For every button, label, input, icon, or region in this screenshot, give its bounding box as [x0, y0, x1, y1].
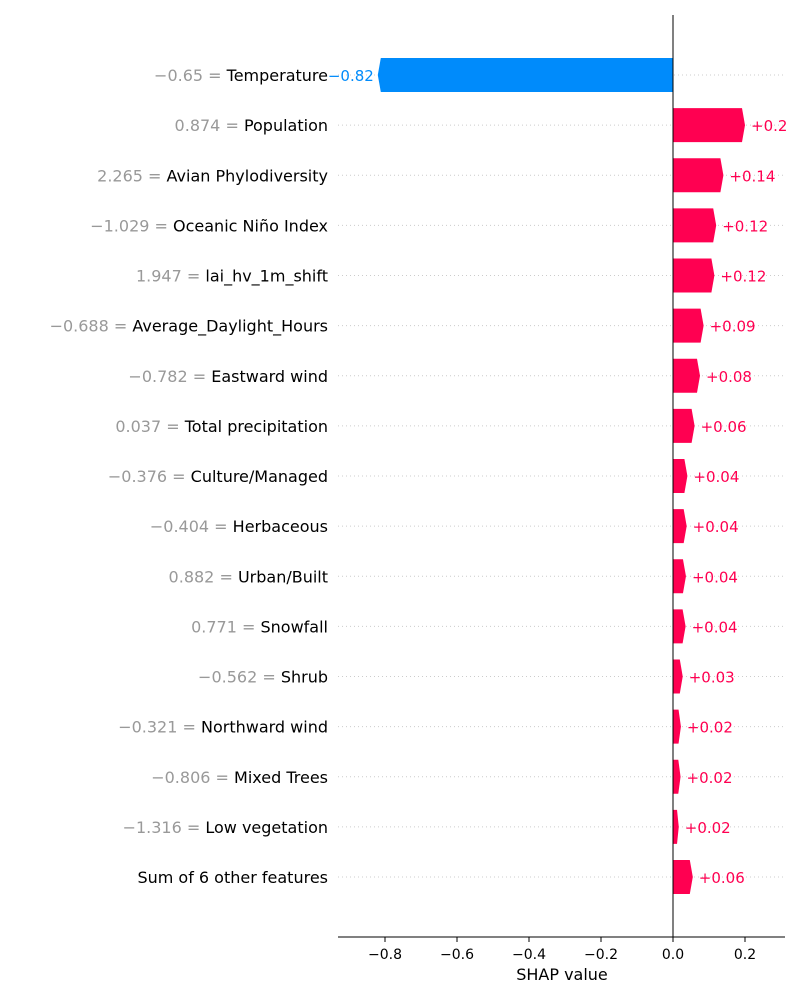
- feature-label: −0.376 = Culture/Managed: [108, 467, 328, 486]
- bar: [377, 58, 673, 92]
- bar-value-label: +0.12: [720, 268, 766, 286]
- bar: [673, 208, 717, 243]
- bar: [673, 108, 745, 143]
- x-axis-title: SHAP value: [516, 965, 608, 984]
- feature-value: −0.562 =: [198, 668, 281, 687]
- bar: [673, 609, 686, 644]
- feature-label: −0.562 = Shrub: [198, 668, 328, 687]
- feature-value: 0.874 =: [175, 116, 244, 135]
- feature-value: −1.029 =: [90, 216, 173, 235]
- feature-name: Urban/Built: [238, 567, 328, 586]
- feature-label: −1.316 = Low vegetation: [123, 818, 328, 837]
- feature-name: Temperature: [226, 66, 328, 85]
- feature-label: 2.265 = Avian Phylodiversity: [97, 166, 328, 185]
- bar-value-label: +0.12: [722, 217, 768, 235]
- feature-name: Eastward wind: [211, 367, 328, 386]
- feature-name: lai_hv_1m_shift: [205, 267, 328, 287]
- bar: [673, 308, 704, 343]
- feature-name: Northward wind: [201, 718, 328, 737]
- bar-value-label: +0.04: [692, 618, 738, 636]
- bar-value-label: +0.04: [693, 468, 739, 486]
- x-tick-label: −0.4: [512, 947, 546, 963]
- feature-value: 0.882 =: [169, 567, 238, 586]
- feature-value: 1.947 =: [136, 267, 205, 286]
- feature-value: −0.376 =: [108, 467, 191, 486]
- bar: [673, 709, 681, 744]
- x-tick-label: 0.0: [662, 947, 684, 963]
- feature-name: Culture/Managed: [191, 467, 328, 486]
- bar: [673, 809, 679, 844]
- feature-label: Sum of 6 other features: [137, 868, 328, 887]
- bars: [377, 58, 745, 894]
- feature-name: Low vegetation: [205, 818, 328, 837]
- feature-name: Sum of 6 other features: [137, 868, 328, 887]
- feature-value: −1.316 =: [123, 818, 206, 837]
- feature-label: 1.947 = lai_hv_1m_shift: [136, 267, 328, 287]
- bar: [673, 258, 715, 293]
- feature-label: −0.321 = Northward wind: [118, 718, 328, 737]
- feature-label: −0.65 = Temperature: [154, 66, 328, 85]
- feature-label: −1.029 = Oceanic Niño Index: [90, 216, 328, 235]
- feature-value: −0.688 =: [50, 317, 133, 336]
- bar: [673, 459, 688, 493]
- feature-value: −0.65 =: [154, 66, 227, 85]
- feature-name: Oceanic Niño Index: [173, 216, 328, 235]
- feature-labels: −0.65 = Temperature 0.874 = Population 2.2…: [50, 66, 328, 887]
- bar-value-label: +0.02: [687, 719, 733, 737]
- feature-name: Average_Daylight_Hours: [132, 317, 328, 337]
- feature-label: −0.404 = Herbaceous: [150, 517, 328, 536]
- x-tick-label: 0.2: [734, 947, 756, 963]
- feature-value: 0.771 =: [191, 617, 260, 636]
- bar: [673, 158, 724, 193]
- bar-value-label: +0.02: [685, 819, 731, 837]
- bar-value-labels: −0.82 +0.2 +0.14 +0.12 +0.12 +0.09 +0.08 +0.06 +…: [328, 67, 788, 887]
- feature-name: Total precipitation: [184, 417, 328, 436]
- bar-value-label: +0.02: [687, 769, 733, 787]
- feature-label: −0.688 = Average_Daylight_Hours: [50, 317, 328, 337]
- feature-label: 0.771 = Snowfall: [191, 617, 328, 636]
- bar-value-label: +0.04: [693, 518, 739, 536]
- feature-name: Population: [244, 116, 328, 135]
- bar-value-label: +0.04: [692, 568, 738, 586]
- x-tick-label: −0.6: [440, 947, 474, 963]
- feature-value: 0.037 =: [115, 417, 184, 436]
- bar: [673, 559, 686, 594]
- feature-label: 0.882 = Urban/Built: [169, 567, 328, 586]
- bar: [673, 509, 687, 544]
- bar-value-label: +0.06: [701, 418, 747, 436]
- feature-name: Mixed Trees: [234, 768, 328, 787]
- bar-value-label: +0.06: [699, 869, 745, 887]
- feature-name: Herbaceous: [233, 517, 328, 536]
- x-axis: −0.8 −0.6 −0.4 −0.2 0.0 0.2: [338, 936, 785, 963]
- feature-value: −0.806 =: [151, 768, 234, 787]
- bar-value-label: +0.08: [706, 368, 752, 386]
- feature-value: 2.265 =: [97, 166, 166, 185]
- x-tick-label: −0.8: [368, 947, 402, 963]
- bar-value-label: +0.03: [689, 669, 735, 687]
- feature-name: Shrub: [281, 668, 328, 687]
- feature-label: 0.037 = Total precipitation: [115, 417, 328, 436]
- bar: [673, 759, 681, 794]
- feature-value: −0.404 =: [150, 517, 233, 536]
- feature-value: −0.321 =: [118, 718, 201, 737]
- feature-name: Avian Phylodiversity: [167, 166, 328, 185]
- bar: [673, 358, 700, 393]
- bar: [673, 408, 695, 443]
- feature-value: −0.782 =: [128, 367, 211, 386]
- bar-value-label: +0.14: [729, 167, 775, 185]
- x-tick-label: −0.2: [584, 947, 618, 963]
- bar: [673, 860, 693, 894]
- bar-value-label: −0.82: [328, 67, 374, 85]
- bar-value-label: +0.09: [710, 318, 756, 336]
- feature-label: 0.874 = Population: [175, 116, 328, 135]
- bar-value-label: +0.2: [751, 117, 787, 135]
- feature-label: −0.782 = Eastward wind: [128, 367, 328, 386]
- bar: [673, 659, 683, 694]
- feature-name: Snowfall: [261, 617, 329, 636]
- feature-label: −0.806 = Mixed Trees: [151, 768, 328, 787]
